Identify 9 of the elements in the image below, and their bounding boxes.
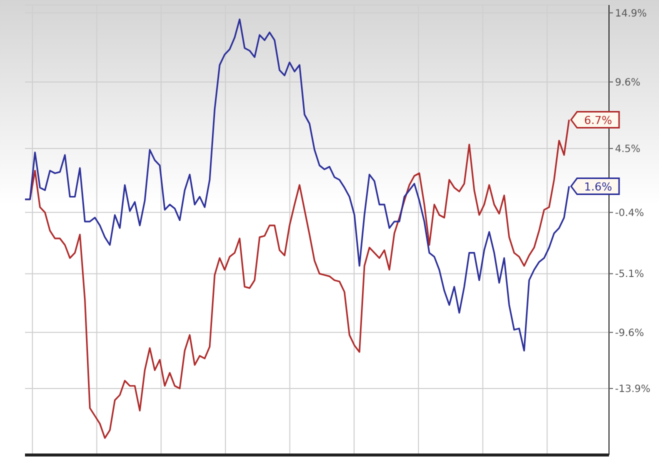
annotation: 1.6% xyxy=(584,180,612,194)
y-tick-label: 9.6% xyxy=(615,78,640,89)
annotation: 6.7% xyxy=(584,114,612,127)
y-tick-label: -9.6% xyxy=(615,328,644,339)
y-tick-label: -5.1% xyxy=(615,269,644,280)
y-tick-label: 4.5% xyxy=(615,144,640,156)
y-tick-label: -0.4% xyxy=(615,208,644,219)
y-tick-label: 14.9% xyxy=(615,8,647,20)
y-tick-label: -13.9% xyxy=(615,384,650,396)
